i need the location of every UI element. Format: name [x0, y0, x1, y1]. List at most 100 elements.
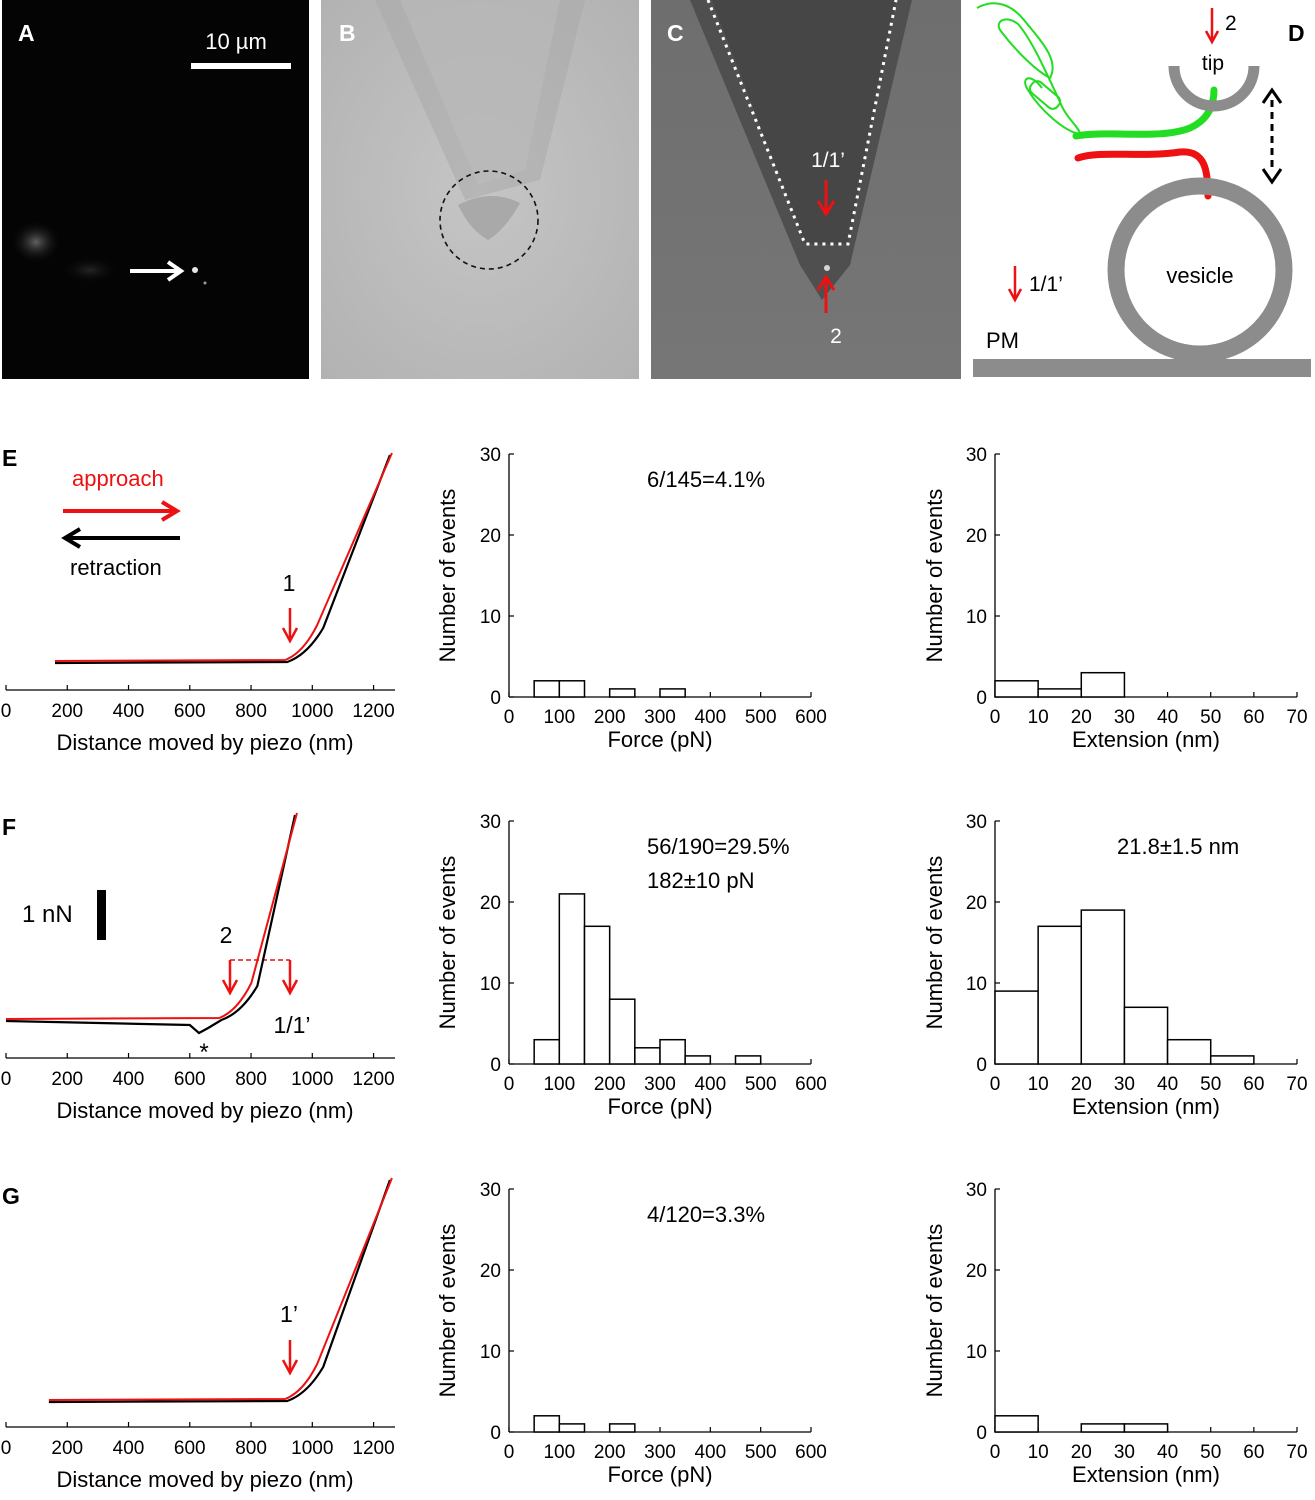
x-tick-label: 200 [51, 1438, 83, 1459]
y-axis-label: Number of events [922, 489, 947, 663]
x-tick-label: 200 [594, 1074, 626, 1095]
panel-c: C 1/1’ 2 [651, 0, 961, 379]
label-2: 2 [830, 325, 842, 348]
x-tick-label: 800 [235, 1069, 267, 1090]
red-down-arrow-icon [281, 960, 299, 996]
x-tick-label: 70 [1286, 1442, 1307, 1463]
histogram-f-extension: 0 10 20 30 0 10 20 30 40 50 60 70 Extension (nm) Numb… [922, 812, 1308, 1119]
arrow-label-2: 2 [1225, 12, 1237, 35]
histogram-bar [659, 688, 686, 698]
y-tick-label: 30 [966, 1180, 987, 1201]
annotation-text: 21.8±1.5 nm [1117, 834, 1239, 859]
x-axis-label: Distance moved by piezo (nm) [56, 1467, 353, 1492]
red-down-arrow-icon [816, 180, 836, 217]
y-tick-label: 20 [480, 893, 501, 914]
x-tick-label: 800 [235, 701, 267, 722]
histogram-bar [734, 1055, 762, 1065]
x-tick-label: 0 [1, 1438, 12, 1459]
x-tick-label: 200 [594, 1442, 626, 1463]
y-tick-label: 0 [490, 688, 501, 709]
y-axis-label: Number of events [922, 856, 947, 1030]
curve-marker-label: 1’ [280, 1301, 298, 1327]
x-tick-label: 800 [235, 1438, 267, 1459]
x-tick-label: 70 [1286, 707, 1307, 728]
legend-approach: approach [72, 466, 164, 491]
x-axis-label: Extension (nm) [1072, 1094, 1220, 1119]
x-tick-label: 1200 [352, 1438, 394, 1459]
y-axis-label: Number of events [435, 489, 460, 663]
panel-letter: G [2, 1183, 20, 1209]
histogram-bar [533, 1415, 561, 1433]
histogram-bar [684, 1055, 712, 1065]
panel-d: D tip 2 vesicle PM 1/1’ [973, 2, 1311, 377]
x-tick-label: 20 [1071, 1074, 1092, 1095]
y-tick-label: 30 [480, 812, 501, 833]
force-curve-plot-g: 0 200 400 600 800 1000 1200 Distance moved by p… [1, 1177, 395, 1492]
panel-letter: C [667, 20, 684, 46]
x-tick-label: 1000 [291, 1438, 333, 1459]
histogram-bar [608, 688, 636, 698]
vesicle-label: vesicle [1166, 263, 1233, 288]
x-axis-label: Force (pN) [607, 727, 712, 752]
histogram-bar [608, 998, 636, 1065]
micrograph-a [2, 0, 309, 379]
x-tick-label: 400 [113, 1438, 145, 1459]
y-tick-label: 0 [976, 1055, 987, 1076]
panel-letter: B [339, 20, 356, 46]
panel-a: A 10 µm [2, 0, 309, 379]
x-tick-label: 300 [644, 1442, 676, 1463]
x-axis-label: Extension (nm) [1072, 1462, 1220, 1487]
y-tick-label: 10 [480, 974, 501, 995]
vesicle-shape [1107, 177, 1293, 363]
dashed-circle [439, 170, 539, 270]
tip-label: tip [1202, 52, 1224, 75]
double-arrow-icon [1261, 87, 1283, 185]
x-tick-label: 50 [1200, 1442, 1221, 1463]
cantilever-shadow [400, 0, 560, 185]
arrow-label-1-1prime: 1/1’ [1029, 273, 1063, 296]
force-curve-g: G 1’ [2, 1183, 299, 1376]
red-up-arrow-icon [816, 274, 836, 313]
x-tick-label: 40 [1157, 1442, 1178, 1463]
fluorescent-spot [192, 267, 198, 273]
y-tick-label: 20 [480, 526, 501, 547]
x-tick-label: 0 [1, 701, 12, 722]
force-curve-f: F 1 nN 2 1/1’ * [2, 814, 311, 1066]
x-tick-label: 20 [1071, 707, 1092, 728]
x-tick-label: 10 [1028, 1442, 1049, 1463]
x-tick-label: 600 [174, 1069, 206, 1090]
x-tick-label: 600 [795, 707, 827, 728]
panel-letter: D [1288, 20, 1305, 46]
y-axis-label: Number of events [922, 1224, 947, 1398]
histogram-bar [634, 1047, 661, 1065]
fluorescent-blob [10, 220, 62, 264]
y-tick-label: 30 [966, 812, 987, 833]
x-tick-label: 500 [745, 707, 777, 728]
y-tick-label: 0 [976, 1423, 987, 1444]
x-tick-label: 100 [543, 1442, 575, 1463]
x-tick-label: 40 [1157, 707, 1178, 728]
panel-letter: A [18, 20, 35, 46]
approach-trace [55, 452, 393, 662]
pm-label: PM [986, 328, 1019, 353]
histogram-bar [994, 680, 1039, 698]
y-tick-label: 10 [480, 1342, 501, 1363]
histogram-bar [558, 1423, 586, 1433]
x-tick-label: 400 [113, 701, 145, 722]
y-axis-label: Number of events [435, 856, 460, 1030]
panel-letter: E [2, 445, 17, 471]
y-tick-label: 30 [480, 1180, 501, 1201]
y-tick-label: 0 [490, 1055, 501, 1076]
x-tick-label: 30 [1114, 1074, 1135, 1095]
curve-marker-label: 1/1’ [273, 1012, 310, 1038]
scale-bar-label: 1 nN [22, 901, 73, 928]
curve-marker-label: 2 [220, 922, 233, 948]
annotation-text: 4/120=3.3% [647, 1202, 765, 1227]
scale-bar-label: 10 µm [205, 29, 267, 54]
histogram-g-extension: 0 10 20 30 0 10 20 30 40 50 60 70 Extension (nm) Numb… [922, 1180, 1308, 1487]
histogram-bar [994, 1415, 1039, 1433]
y-tick-label: 10 [966, 1342, 987, 1363]
